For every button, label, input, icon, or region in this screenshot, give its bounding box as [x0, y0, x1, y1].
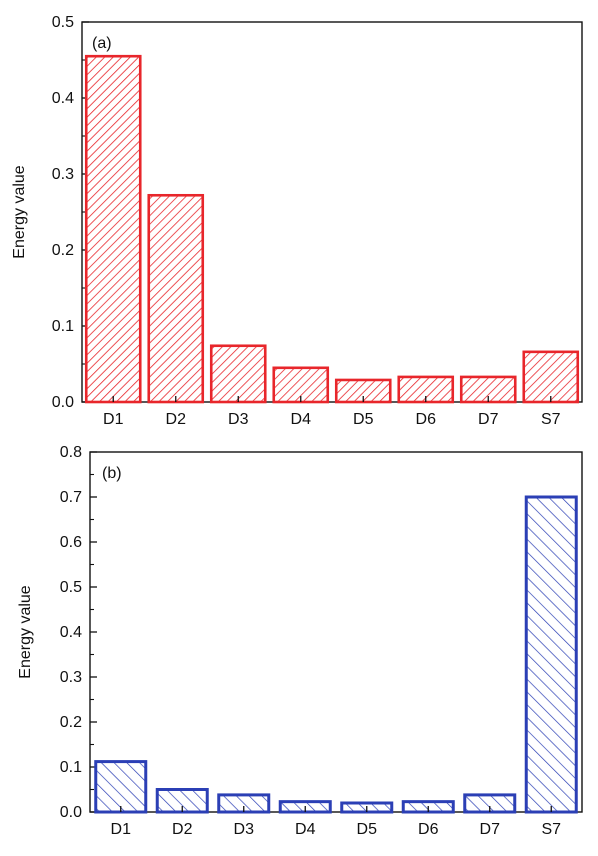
- y-tick-label: 0.2: [60, 714, 82, 731]
- x-tick-label: D1: [103, 411, 124, 428]
- x-tick-label: D7: [480, 821, 501, 838]
- chart-panel-a: (a) Energy value 0.0 0.1 0.2 0.3 0.4 0.5 D1 D2…: [11, 14, 583, 428]
- y-tick-label: 0.1: [60, 759, 82, 776]
- y-tick-label: 0.0: [52, 394, 74, 411]
- x-tick-label: D6: [418, 821, 439, 838]
- y-tick-label: 0.0: [60, 804, 82, 821]
- y-tick-label: 0.2: [52, 242, 74, 259]
- bar: [459, 375, 517, 404]
- x-tick-label: D4: [291, 411, 312, 428]
- y-tick-label: 0.8: [60, 444, 82, 461]
- y-axis: 0.0 0.1 0.2 0.3 0.4 0.5: [52, 14, 89, 411]
- y-tick-label: 0.5: [60, 579, 82, 596]
- bar: [147, 193, 205, 404]
- x-tick-label: D3: [234, 821, 255, 838]
- bar: [94, 760, 148, 814]
- x-tick-label: S7: [541, 411, 561, 428]
- y-tick-label: 0.3: [52, 166, 74, 183]
- bar: [524, 495, 578, 814]
- x-tick-label: D3: [228, 411, 249, 428]
- y-tick-label: 0.4: [52, 90, 74, 107]
- y-tick-label: 0.7: [60, 489, 82, 506]
- x-tick-label: D2: [166, 411, 187, 428]
- x-tick-label: D5: [353, 411, 374, 428]
- y-tick-label: 0.4: [60, 624, 82, 641]
- chart-panel-b: (b) Energy value 0.00.10.20.30.40.50.60.…: [17, 444, 583, 838]
- x-tick-label: D1: [111, 821, 132, 838]
- plot-frame: [89, 451, 583, 813]
- y-tick-label: 0.6: [60, 534, 82, 551]
- y-tick-label: 0.3: [60, 669, 82, 686]
- panel-label: (b): [102, 465, 122, 482]
- x-axis: D1 D2 D3 D4 D5 D6 D7 S7: [111, 806, 561, 838]
- bar-series: [94, 495, 578, 814]
- x-tick-label: D6: [416, 411, 437, 428]
- y-tick-label: 0.5: [52, 14, 74, 31]
- x-tick-label: S7: [541, 821, 561, 838]
- x-tick-label: D2: [172, 821, 193, 838]
- y-axis-title: Energy value: [17, 585, 34, 678]
- panel-label: (a): [92, 35, 112, 52]
- bar-series: [84, 54, 580, 404]
- y-axis: 0.0 0.1 0.2 0.3 0.4 0.5 0.6 0.7 0.8: [60, 444, 97, 821]
- y-axis-title: Energy value: [11, 165, 28, 258]
- bar: [84, 54, 142, 404]
- bar: [522, 350, 580, 404]
- x-axis: D1 D2 D3 D4 D5 D6 D7 S7: [103, 396, 561, 428]
- x-tick-label: D7: [478, 411, 499, 428]
- x-tick-label: D4: [295, 821, 316, 838]
- y-tick-label: 0.1: [52, 318, 74, 335]
- bar: [209, 344, 267, 404]
- x-tick-label: D5: [357, 821, 378, 838]
